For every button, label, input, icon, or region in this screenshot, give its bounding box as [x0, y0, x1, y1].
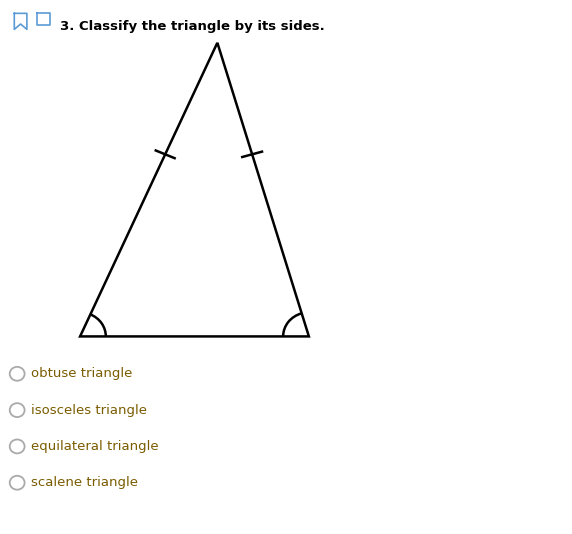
Text: equilateral triangle: equilateral triangle: [31, 440, 159, 453]
Text: 3. Classify the triangle by its sides.: 3. Classify the triangle by its sides.: [60, 20, 325, 33]
Text: scalene triangle: scalene triangle: [31, 476, 138, 489]
Text: obtuse triangle: obtuse triangle: [31, 367, 133, 380]
Text: isosceles triangle: isosceles triangle: [31, 404, 148, 417]
